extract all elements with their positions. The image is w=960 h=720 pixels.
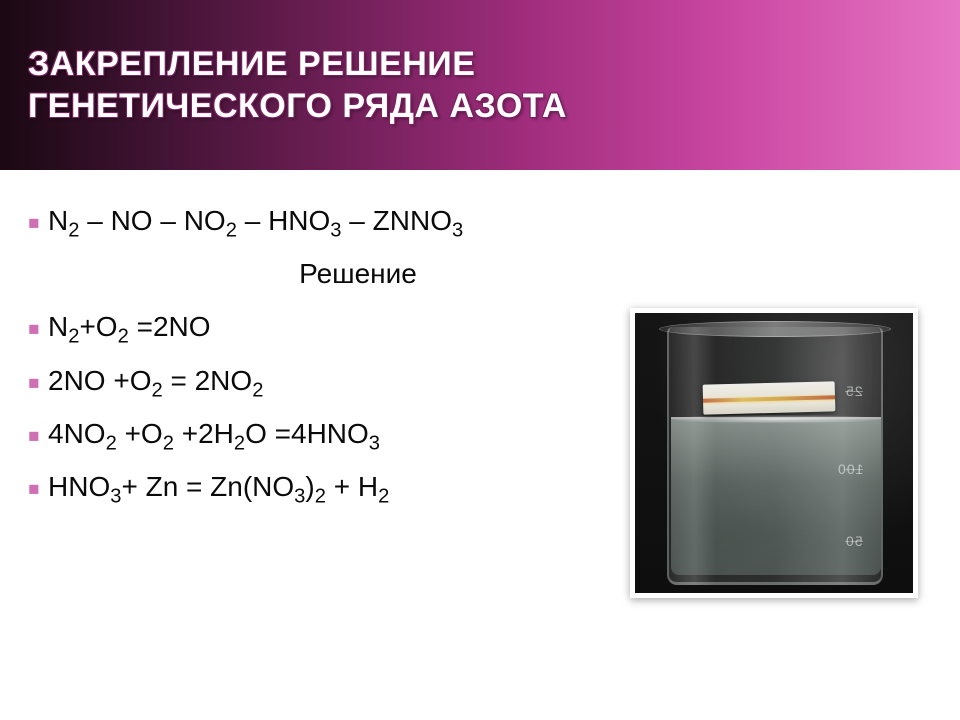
scale-tick-line bbox=[845, 469, 863, 470]
solution-label: Решение bbox=[48, 247, 668, 300]
chain-text: N2 – NO – NO2 – HNO3 – ZNNO3 bbox=[48, 194, 463, 247]
scale-tick-line bbox=[845, 391, 863, 392]
bullet-icon: ◼ bbox=[28, 209, 48, 236]
bullet-icon: ◼ bbox=[28, 369, 48, 396]
bullet-icon: ◼ bbox=[28, 422, 48, 449]
chain-line: ◼ N2 – NO – NO2 – HNO3 – ZNNO3 bbox=[28, 194, 932, 247]
beaker-image: 25 100 50 bbox=[630, 308, 918, 598]
content-area: ◼ N2 – NO – NO2 – HNO3 – ZNNO3 Решение ◼… bbox=[0, 170, 960, 720]
bullet-icon: ◼ bbox=[28, 475, 48, 502]
scale-tick-line bbox=[845, 541, 863, 542]
bullet-icon: ◼ bbox=[28, 315, 48, 342]
title-line-2: генетического ряда азота bbox=[28, 87, 567, 125]
title-line-1: Закрепление решение bbox=[28, 45, 475, 83]
solution-label-line: Решение bbox=[28, 247, 932, 300]
beaker-rim bbox=[659, 321, 891, 337]
eq-text: HNO3+ Zn = Zn(NO3)2 + H2 bbox=[48, 460, 389, 513]
eq-text: 2NO +O2 = 2NO2 bbox=[48, 354, 263, 407]
beaker-scale: 25 100 50 bbox=[803, 383, 863, 563]
slide: Закрепление решение генетического ряда а… bbox=[0, 0, 960, 720]
slide-title: Закрепление решение генетического ряда а… bbox=[28, 43, 567, 128]
title-band: Закрепление решение генетического ряда а… bbox=[0, 0, 960, 170]
eq-text: 4NO2 +O2 +2H2O =4HNO3 bbox=[48, 407, 380, 460]
eq-text: N2+O2 =2NO bbox=[48, 300, 211, 353]
